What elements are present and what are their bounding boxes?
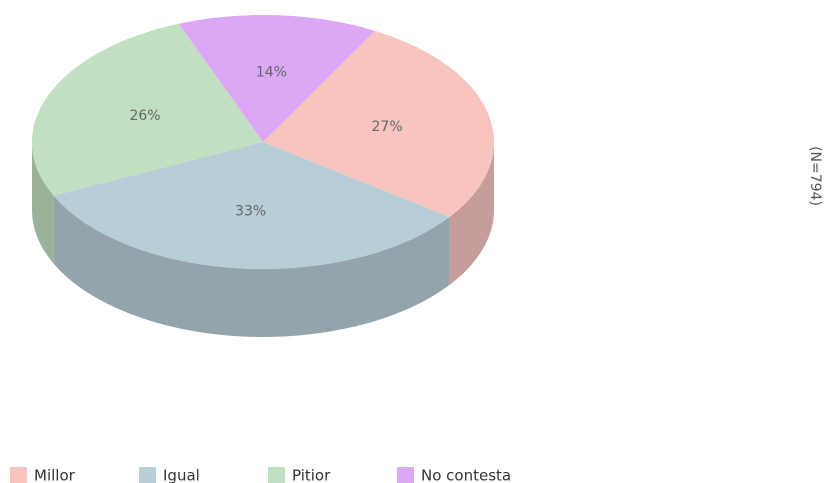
data-label: 33% xyxy=(235,204,266,220)
legend-swatch xyxy=(397,467,414,483)
annotation: (N=794) xyxy=(807,146,823,206)
data-label: 26% xyxy=(129,108,160,124)
legend-swatch xyxy=(10,467,27,483)
legend-swatch xyxy=(139,467,156,483)
legend-label: Igual xyxy=(163,467,200,483)
slice-side xyxy=(53,195,450,337)
legend-label: Millor xyxy=(34,467,76,483)
pie-tops xyxy=(31,14,494,270)
slice xyxy=(53,142,450,270)
data-label: 14% xyxy=(256,64,287,80)
slice-side xyxy=(32,142,54,264)
slice xyxy=(31,23,263,196)
data-label: 27% xyxy=(372,119,403,135)
legend-swatch xyxy=(268,467,285,483)
pie-sides xyxy=(32,142,494,337)
legend-label: Pitior xyxy=(292,467,331,483)
slice xyxy=(263,30,494,218)
slice-side xyxy=(449,142,494,286)
slice xyxy=(178,14,375,142)
legend-label: No contesta xyxy=(421,467,511,483)
